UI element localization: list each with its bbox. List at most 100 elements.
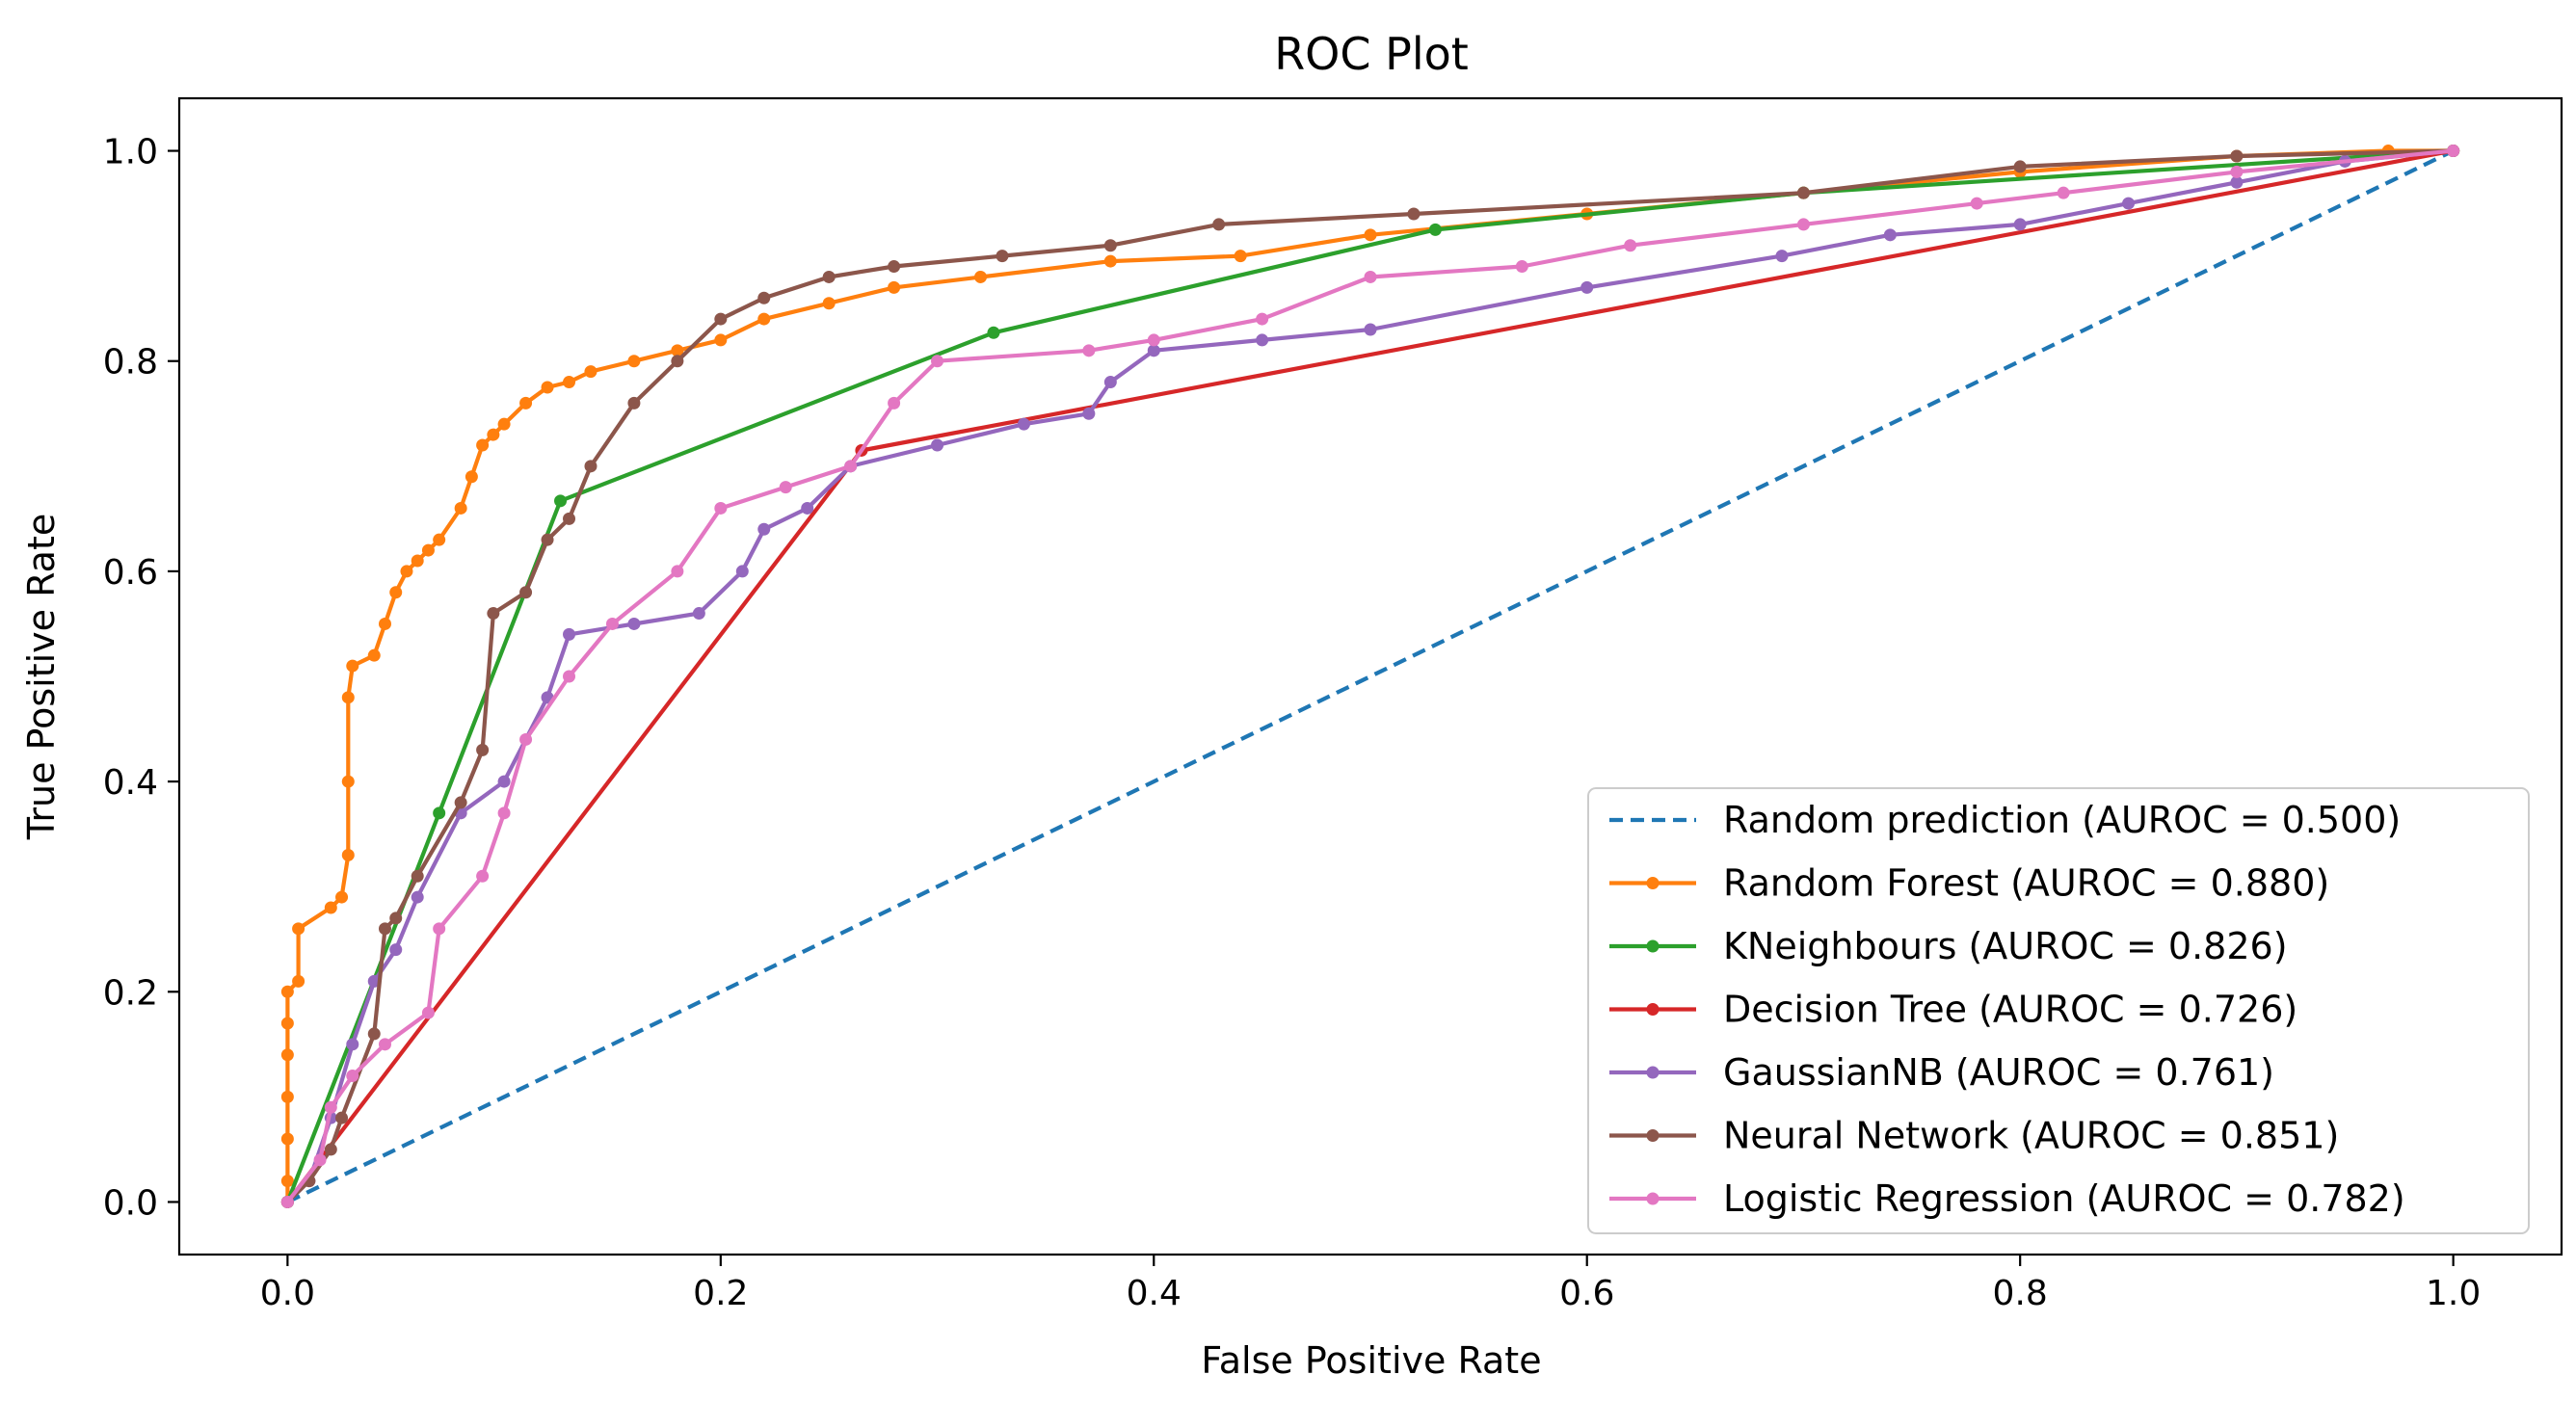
data-point	[378, 922, 391, 936]
data-point	[627, 355, 641, 368]
legend-marker	[1646, 1003, 1660, 1016]
legend-marker	[1646, 1066, 1660, 1079]
series-0	[286, 148, 2455, 1204]
legend-item: Logistic Regression (AUROC = 0.782)	[1609, 1177, 2405, 1220]
data-point	[1580, 280, 1594, 294]
data-point	[292, 974, 305, 988]
data-point	[987, 326, 1000, 339]
x-tick-label: 0.8	[1993, 1274, 2048, 1313]
data-point	[280, 1090, 294, 1103]
data-point	[487, 607, 500, 621]
data-point	[280, 1175, 294, 1188]
chart-title: ROC Plot	[1274, 28, 1469, 80]
data-point	[822, 297, 836, 310]
data-point	[554, 494, 568, 508]
legend-label: Random prediction (AUROC = 0.500)	[1723, 799, 2401, 841]
data-point	[888, 396, 901, 410]
data-point	[931, 355, 944, 368]
data-point	[714, 312, 728, 326]
legend-label: Decision Tree (AUROC = 0.726)	[1723, 989, 2297, 1031]
data-point	[1234, 250, 1247, 263]
data-point	[1256, 333, 1269, 347]
data-point	[671, 355, 684, 368]
x-tick-label: 0.0	[260, 1274, 315, 1313]
data-point	[2057, 186, 2070, 199]
data-point	[280, 1017, 294, 1030]
y-tick-label: 0.0	[103, 1183, 158, 1223]
legend-item: Random prediction (AUROC = 0.500)	[1609, 799, 2401, 841]
data-point	[2230, 175, 2244, 189]
legend-item: KNeighbours (AUROC = 0.826)	[1609, 925, 2288, 967]
data-point	[757, 522, 771, 536]
y-axis-title: True Positive Rate	[20, 514, 63, 841]
data-point	[2013, 160, 2027, 173]
data-point	[519, 732, 533, 746]
data-point	[519, 586, 533, 599]
legend-item: Neural Network (AUROC = 0.851)	[1609, 1115, 2339, 1157]
data-point	[714, 501, 728, 515]
data-point	[2230, 165, 2244, 178]
data-point	[1624, 239, 1637, 252]
data-point	[541, 381, 554, 394]
data-point	[2447, 145, 2460, 158]
data-point	[433, 806, 446, 820]
y-tick-label: 0.2	[103, 973, 158, 1013]
data-point	[454, 796, 467, 809]
data-point	[931, 438, 944, 452]
data-point	[1256, 312, 1269, 326]
y-tick-label: 1.0	[103, 133, 158, 172]
data-point	[1364, 270, 1377, 283]
plot-frame	[177, 96, 2563, 1256]
x-tick-label: 0.6	[1559, 1274, 1614, 1313]
legend-marker	[1646, 939, 1660, 953]
data-point	[421, 1006, 435, 1019]
series-6	[280, 145, 2460, 1208]
legend-box	[1587, 787, 2530, 1234]
data-point	[367, 648, 381, 662]
legend: Random prediction (AUROC = 0.500) Random …	[1587, 787, 2530, 1234]
data-point	[888, 260, 901, 274]
data-point	[671, 344, 684, 357]
series-line	[285, 148, 2454, 1204]
data-point	[346, 659, 359, 673]
data-point	[367, 1027, 381, 1041]
data-point	[1147, 333, 1160, 347]
data-point	[519, 396, 533, 410]
legend-marker	[1646, 1129, 1660, 1142]
y-axis: 0.0 0.2 0.4 0.6 0.8 1.0	[103, 133, 179, 1223]
data-point	[605, 617, 619, 630]
x-axis: 0.0 0.2 0.4 0.6 0.8 1.0	[260, 1255, 2481, 1313]
data-point	[735, 565, 749, 578]
x-tick-label: 1.0	[2426, 1274, 2481, 1313]
data-point	[563, 512, 576, 525]
data-point	[801, 501, 814, 515]
data-point	[757, 312, 771, 326]
data-point	[844, 460, 858, 473]
data-point	[497, 806, 511, 820]
data-point	[692, 607, 705, 621]
data-point	[627, 617, 641, 630]
data-point	[1082, 407, 1096, 420]
data-point	[341, 775, 355, 788]
data-point	[714, 333, 728, 347]
data-point	[280, 1132, 294, 1146]
data-point	[1796, 218, 1810, 231]
data-point	[411, 554, 424, 568]
data-point	[1515, 260, 1528, 274]
data-point	[433, 922, 446, 936]
x-axis-title: False Positive Rate	[1201, 1339, 1541, 1382]
data-point	[487, 428, 500, 441]
data-point	[378, 1038, 391, 1051]
data-point	[563, 376, 576, 389]
legend-label: KNeighbours (AUROC = 0.826)	[1723, 925, 2288, 967]
data-point	[280, 1195, 294, 1208]
series-line	[286, 148, 2455, 1204]
y-tick-label: 0.4	[103, 763, 158, 803]
data-point	[563, 670, 576, 683]
data-point	[476, 743, 490, 756]
data-point	[476, 869, 490, 883]
data-point	[541, 533, 554, 546]
legend-item: Decision Tree (AUROC = 0.726)	[1609, 989, 2297, 1031]
x-tick-label: 0.2	[693, 1274, 748, 1313]
